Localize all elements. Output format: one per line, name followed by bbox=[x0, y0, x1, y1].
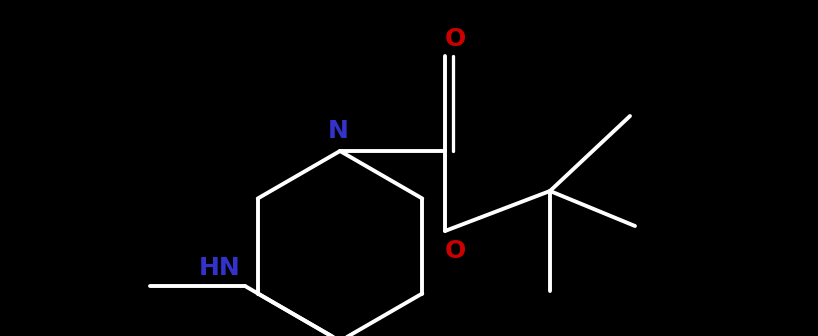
Text: N: N bbox=[327, 119, 348, 143]
Text: O: O bbox=[444, 239, 465, 263]
Text: O: O bbox=[444, 27, 465, 51]
Text: HN: HN bbox=[198, 256, 240, 280]
